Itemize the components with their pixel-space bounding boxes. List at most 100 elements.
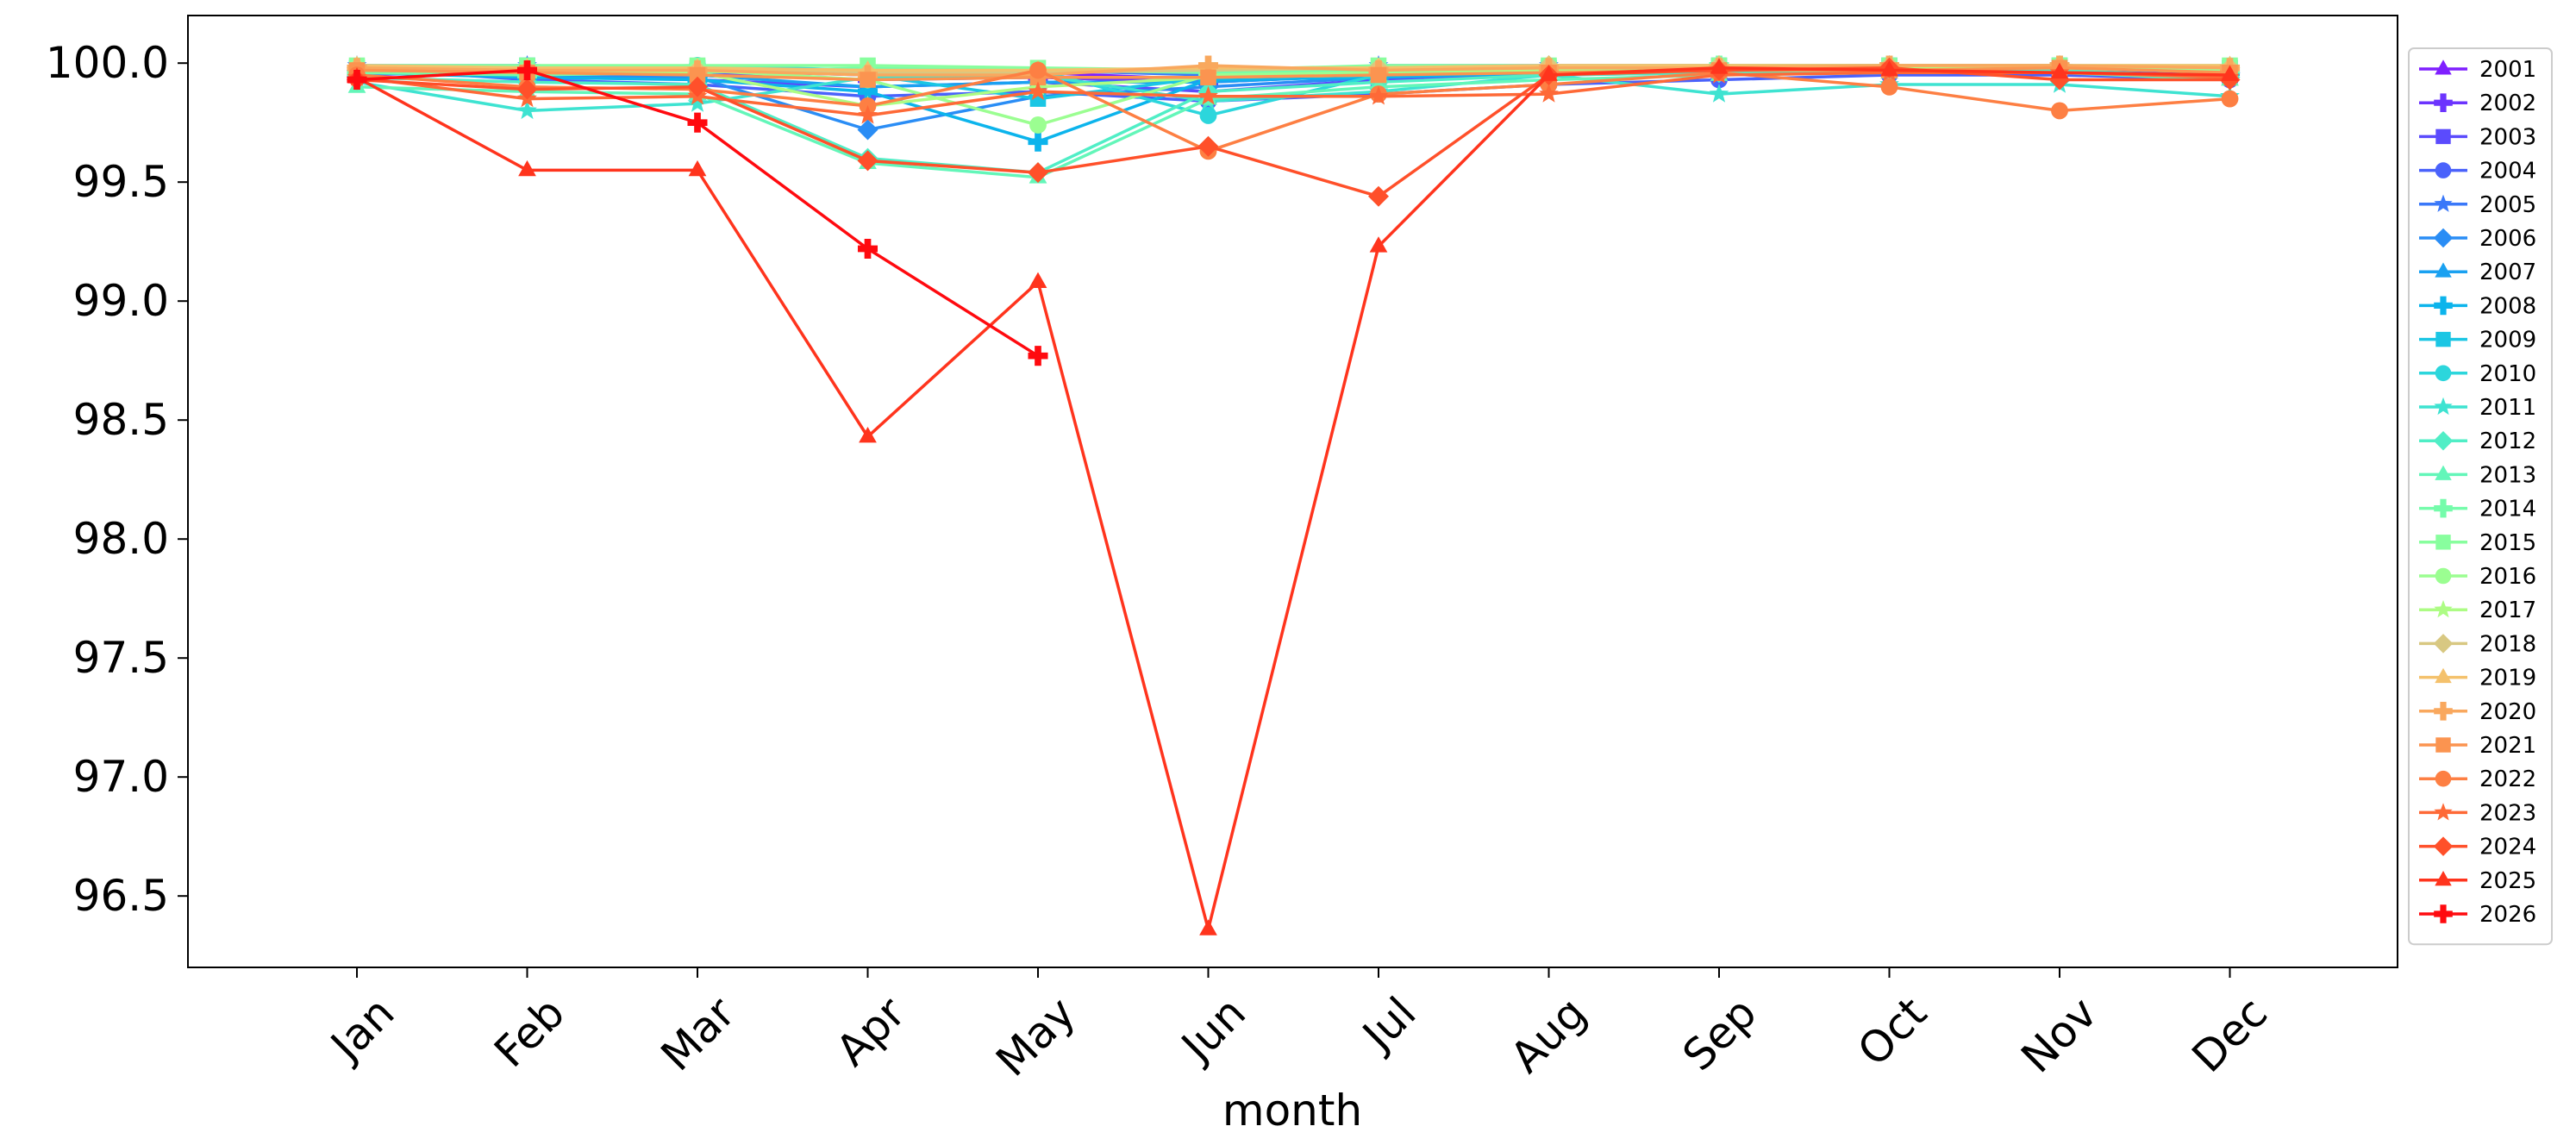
legend-marker-2006 (2433, 228, 2454, 248)
legend-item-2012: 2012 (2419, 429, 2536, 454)
data-point-2022-Oct (1880, 78, 1898, 96)
data-point-2026-Feb (516, 59, 538, 80)
legend-label: 2005 (2479, 192, 2536, 218)
data-point-2023-May (1028, 81, 1048, 100)
legend-item-2018: 2018 (2419, 631, 2536, 657)
legend-marker-2024 (2433, 836, 2454, 856)
data-point-2023-Jun (1198, 85, 1218, 105)
x-axis-title: month (1222, 1086, 1362, 1136)
data-point-2026-May (1028, 346, 1048, 366)
data-point-2016-May (1029, 116, 1047, 134)
plot-lines (347, 54, 2241, 935)
legend-item-2003: 2003 (2419, 124, 2536, 150)
legend-item-2017: 2017 (2419, 598, 2536, 623)
legend-label: 2020 (2479, 699, 2536, 725)
legend: 2001 2002 2003 2004 2005 2006 2007 2008 2009 2010… (2408, 47, 2553, 946)
legend-marker-2010 (2435, 365, 2452, 382)
plot-frame (187, 15, 2398, 968)
legend-label: 2002 (2479, 91, 2536, 116)
legend-label: 2015 (2479, 530, 2536, 556)
legend-label: 2022 (2479, 766, 2536, 792)
legend-marker-2012 (2433, 430, 2454, 451)
legend-label: 2007 (2479, 260, 2536, 285)
legend-marker-2025 (2435, 871, 2452, 886)
legend-item-2024: 2024 (2419, 835, 2536, 860)
data-point-2026-Apr (857, 238, 878, 259)
legend-label: 2004 (2479, 159, 2536, 185)
data-point-2024-Jun (1197, 135, 1219, 157)
legend-marker-2023 (2434, 803, 2453, 821)
legend-label: 2013 (2479, 462, 2536, 488)
legend-label: 2009 (2479, 328, 2536, 354)
data-point-2025-Jun (1199, 919, 1217, 935)
legend-label: 2016 (2479, 564, 2536, 590)
data-point-2021-Jun (1200, 69, 1216, 86)
data-point-2025-Jul (1369, 236, 1388, 253)
legend-marker-2020 (2434, 702, 2453, 721)
data-point-2025-Sep (1710, 58, 1729, 74)
legend-marker-2019 (2435, 667, 2452, 684)
y-tick-label: 99.0 (73, 276, 169, 326)
data-point-2008-May (1028, 131, 1048, 152)
legend-marker-2017 (2434, 600, 2453, 618)
data-point-2025-Aug (1540, 65, 1558, 81)
legend-marker-2018 (2433, 634, 2454, 654)
data-point-2024-Mar (687, 76, 708, 97)
legend-item-2008: 2008 (2419, 293, 2536, 319)
data-point-2010-Jun (1199, 107, 1217, 124)
data-point-2022-May (1029, 61, 1047, 79)
y-tick-label: 96.5 (73, 871, 169, 921)
data-point-2023-Aug (1539, 84, 1559, 103)
legend-label: 2010 (2479, 361, 2536, 387)
legend-marker-2011 (2434, 397, 2453, 416)
data-point-2024-May (1028, 162, 1048, 184)
series-line-2023 (356, 71, 2230, 117)
legend-item-2022: 2022 (2419, 766, 2536, 792)
data-point-2023-Jul (1368, 85, 1389, 105)
data-point-2026-Mar (687, 112, 708, 133)
legend-marker-2021 (2435, 737, 2451, 753)
data-point-2021-Jul (1370, 66, 1387, 84)
legend-label: 2021 (2479, 733, 2536, 759)
y-tick-label: 97.5 (73, 633, 169, 683)
data-point-2024-Jul (1368, 185, 1389, 207)
data-point-2025-Nov (2050, 62, 2069, 79)
data-point-2025-Mar (688, 160, 707, 177)
data-point-2024-Apr (857, 150, 878, 172)
data-point-2025-Apr (859, 427, 877, 443)
legend-item-2026: 2026 (2419, 902, 2536, 928)
legend-label: 2011 (2479, 395, 2536, 421)
legend-item-2023: 2023 (2419, 800, 2536, 826)
legend-item-2015: 2015 (2419, 530, 2536, 556)
legend-label: 2026 (2479, 902, 2536, 928)
data-point-2025-Feb (518, 160, 536, 177)
legend-item-2005: 2005 (2419, 192, 2536, 218)
legend-marker-2008 (2434, 296, 2453, 316)
legend-label: 2001 (2479, 57, 2536, 83)
legend-label: 2019 (2479, 666, 2536, 691)
y-tick-label: 99.5 (73, 157, 169, 207)
legend-marker-2007 (2435, 262, 2452, 278)
y-tick-label: 98.5 (73, 395, 169, 445)
legend-label: 2025 (2479, 868, 2536, 894)
legend-marker-2016 (2435, 567, 2452, 585)
legend-label: 2003 (2479, 124, 2536, 150)
legend-item-2020: 2020 (2419, 699, 2536, 725)
series-line-2020 (356, 64, 2230, 77)
legend-marker-2003 (2435, 128, 2451, 145)
legend-item-2025: 2025 (2419, 868, 2536, 894)
legend-item-2002: 2002 (2419, 91, 2536, 116)
legend-item-2010: 2010 (2419, 361, 2536, 387)
legend-label: 2014 (2479, 497, 2536, 522)
legend-item-2013: 2013 (2419, 462, 2536, 488)
data-point-2021-Mar (689, 66, 706, 84)
data-point-2006-Apr (857, 119, 878, 141)
data-point-2021-Apr (860, 72, 876, 88)
legend-marker-2004 (2435, 162, 2452, 178)
legend-marker-2015 (2435, 535, 2451, 550)
legend-item-2016: 2016 (2419, 564, 2536, 590)
y-axis: 96.5 97.0 97.5 98.0 98.5 99.0 99.5 100.0 (46, 38, 188, 921)
legend-label: 2012 (2479, 429, 2536, 454)
legend-item-2011: 2011 (2419, 395, 2536, 421)
data-point-2024-Feb (516, 78, 538, 100)
